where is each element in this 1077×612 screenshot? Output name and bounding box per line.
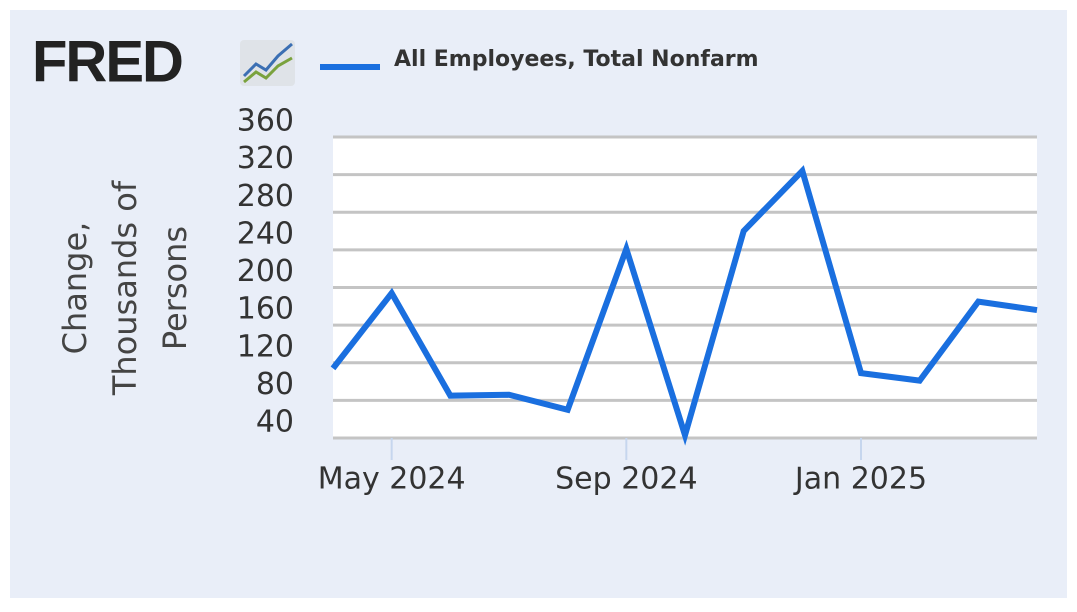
y-axis-label: Persons — [156, 226, 194, 350]
y-tick-label: 240 — [237, 216, 294, 251]
x-tick-label: Sep 2024 — [555, 462, 697, 497]
y-axis-label: Change, — [56, 222, 94, 355]
logo: FRED — [32, 29, 182, 94]
y-tick-label: 280 — [237, 179, 294, 214]
y-tick-label: 360 — [237, 104, 294, 139]
y-tick-label: 120 — [237, 329, 294, 364]
y-tick-label: 320 — [237, 141, 294, 176]
y-tick-label: 200 — [237, 254, 294, 289]
y-tick-label: 80 — [256, 367, 294, 402]
logo-icon — [240, 40, 295, 86]
y-axis-label: Thousands of — [106, 180, 144, 396]
y-tick-label: 160 — [237, 292, 294, 327]
x-tick-label: Jan 2025 — [793, 462, 927, 497]
legend-label: All Employees, Total Nonfarm — [394, 47, 759, 72]
x-tick-label: May 2024 — [318, 462, 466, 497]
y-tick-label: 40 — [256, 405, 294, 440]
data-line — [330, 165, 1038, 446]
